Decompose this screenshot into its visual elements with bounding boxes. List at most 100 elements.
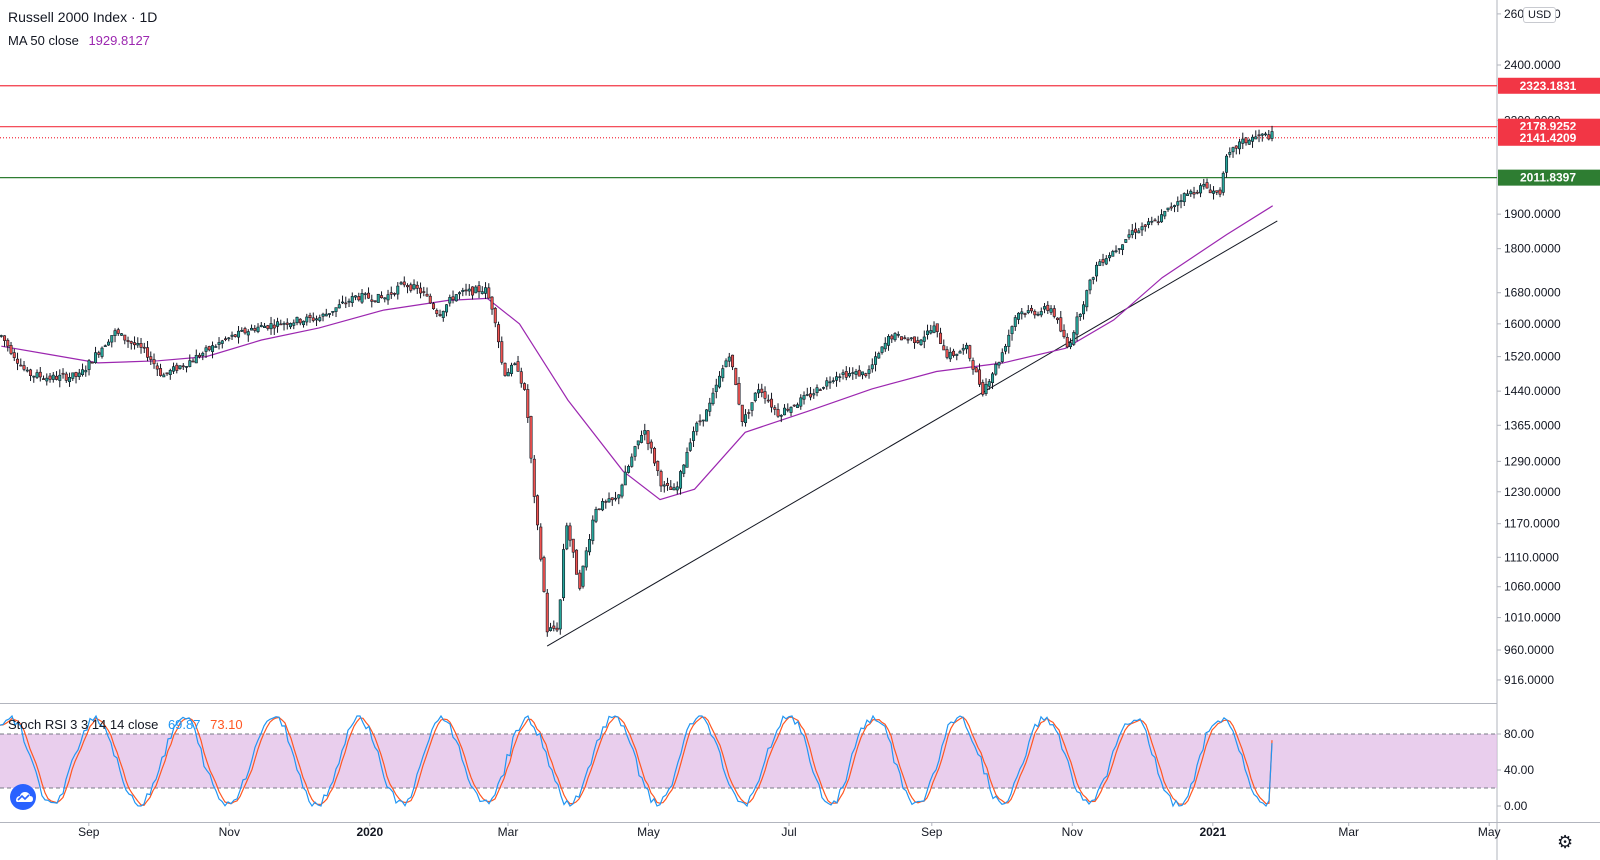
- candle-body[interactable]: [233, 334, 237, 337]
- candle-body[interactable]: [81, 369, 85, 376]
- candle-body[interactable]: [783, 407, 787, 416]
- candle-body[interactable]: [1179, 200, 1183, 202]
- candle-body[interactable]: [1111, 251, 1115, 257]
- candle-body[interactable]: [591, 519, 595, 541]
- candle-body[interactable]: [396, 285, 400, 295]
- candle-body[interactable]: [113, 330, 117, 336]
- candle-body[interactable]: [805, 394, 809, 396]
- candle-body[interactable]: [129, 341, 133, 344]
- candle-body[interactable]: [25, 369, 29, 372]
- candle-body[interactable]: [1052, 308, 1056, 317]
- candle-body[interactable]: [136, 343, 140, 346]
- candle-body[interactable]: [276, 321, 280, 327]
- candle-body[interactable]: [896, 334, 900, 336]
- candle-body[interactable]: [188, 360, 192, 367]
- candle-body[interactable]: [506, 372, 510, 377]
- candle-body[interactable]: [513, 363, 517, 366]
- candle-body[interactable]: [324, 313, 328, 317]
- candle-body[interactable]: [662, 484, 666, 487]
- candle-body[interactable]: [22, 365, 26, 370]
- candle-body[interactable]: [279, 323, 283, 326]
- candle-body[interactable]: [412, 284, 416, 290]
- candle-body[interactable]: [558, 599, 562, 630]
- candle-body[interactable]: [48, 375, 52, 380]
- candle-body[interactable]: [1254, 136, 1258, 140]
- candle-body[interactable]: [672, 487, 676, 491]
- candle-body[interactable]: [253, 328, 257, 331]
- candle-body[interactable]: [656, 461, 660, 472]
- candle-body[interactable]: [714, 384, 718, 392]
- candle-body[interactable]: [750, 402, 754, 411]
- candle-body[interactable]: [1033, 310, 1037, 316]
- candle-body[interactable]: [880, 346, 884, 353]
- candle-body[interactable]: [1267, 134, 1271, 140]
- candle-body[interactable]: [373, 300, 377, 302]
- candle-body[interactable]: [178, 365, 182, 369]
- candle-body[interactable]: [685, 451, 689, 468]
- candle-body[interactable]: [1169, 206, 1173, 209]
- candle-body[interactable]: [1046, 304, 1050, 311]
- candle-body[interactable]: [1166, 207, 1170, 211]
- candle-body[interactable]: [458, 292, 462, 295]
- candle-body[interactable]: [42, 378, 46, 380]
- candle-body[interactable]: [1234, 145, 1238, 149]
- candle-body[interactable]: [802, 395, 806, 400]
- candle-body[interactable]: [877, 353, 881, 359]
- candle-body[interactable]: [766, 399, 770, 402]
- candle-body[interactable]: [815, 387, 819, 394]
- ma-legend[interactable]: MA 50 close 1929.8127: [8, 33, 150, 48]
- candle-body[interactable]: [126, 340, 130, 342]
- candle-body[interactable]: [451, 296, 455, 300]
- candle-body[interactable]: [1257, 134, 1261, 137]
- candle-body[interactable]: [939, 332, 943, 344]
- candle-body[interactable]: [643, 430, 647, 435]
- candle-body[interactable]: [386, 294, 390, 301]
- candle-body[interactable]: [861, 371, 865, 376]
- candle-body[interactable]: [971, 360, 975, 370]
- candle-body[interactable]: [1251, 136, 1255, 142]
- candle-body[interactable]: [363, 293, 367, 296]
- candle-body[interactable]: [1013, 317, 1017, 327]
- candle-body[interactable]: [224, 338, 228, 340]
- candle-body[interactable]: [539, 526, 543, 560]
- candle-body[interactable]: [510, 364, 514, 374]
- candle-body[interactable]: [1075, 316, 1079, 335]
- candle-body[interactable]: [1017, 312, 1021, 320]
- candle-body[interactable]: [711, 392, 715, 405]
- candle-body[interactable]: [246, 331, 250, 336]
- candle-body[interactable]: [893, 333, 897, 341]
- candle-body[interactable]: [497, 324, 501, 343]
- candle-body[interactable]: [116, 329, 120, 334]
- candle-body[interactable]: [393, 293, 397, 295]
- candle-body[interactable]: [757, 389, 761, 394]
- candle-body[interactable]: [94, 352, 98, 364]
- candle-body[interactable]: [864, 373, 868, 377]
- tradingview-cloud-icon[interactable]: [10, 784, 36, 810]
- candle-body[interactable]: [581, 565, 585, 587]
- candle-body[interactable]: [282, 323, 286, 325]
- candle-body[interactable]: [718, 375, 722, 388]
- candle-body[interactable]: [334, 307, 338, 312]
- candle-body[interactable]: [328, 313, 332, 315]
- candle-body[interactable]: [874, 356, 878, 365]
- candle-body[interactable]: [51, 374, 55, 380]
- candle-body[interactable]: [175, 364, 179, 371]
- candle-body[interactable]: [285, 322, 289, 325]
- candle-body[interactable]: [61, 372, 65, 375]
- candle-body[interactable]: [721, 368, 725, 379]
- candle-body[interactable]: [1117, 248, 1121, 250]
- candle-body[interactable]: [448, 297, 452, 304]
- candle-body[interactable]: [1056, 317, 1060, 321]
- candle-body[interactable]: [883, 342, 887, 350]
- candle-body[interactable]: [620, 484, 624, 497]
- candle-body[interactable]: [1101, 259, 1105, 263]
- candle-body[interactable]: [1072, 332, 1076, 345]
- candle-body[interactable]: [1078, 313, 1082, 317]
- candle-body[interactable]: [669, 486, 673, 490]
- candle-body[interactable]: [87, 360, 91, 370]
- candle-body[interactable]: [168, 370, 172, 375]
- candle-body[interactable]: [1140, 226, 1144, 231]
- candle-body[interactable]: [737, 382, 741, 405]
- candle-body[interactable]: [906, 338, 910, 341]
- candle-body[interactable]: [480, 291, 484, 294]
